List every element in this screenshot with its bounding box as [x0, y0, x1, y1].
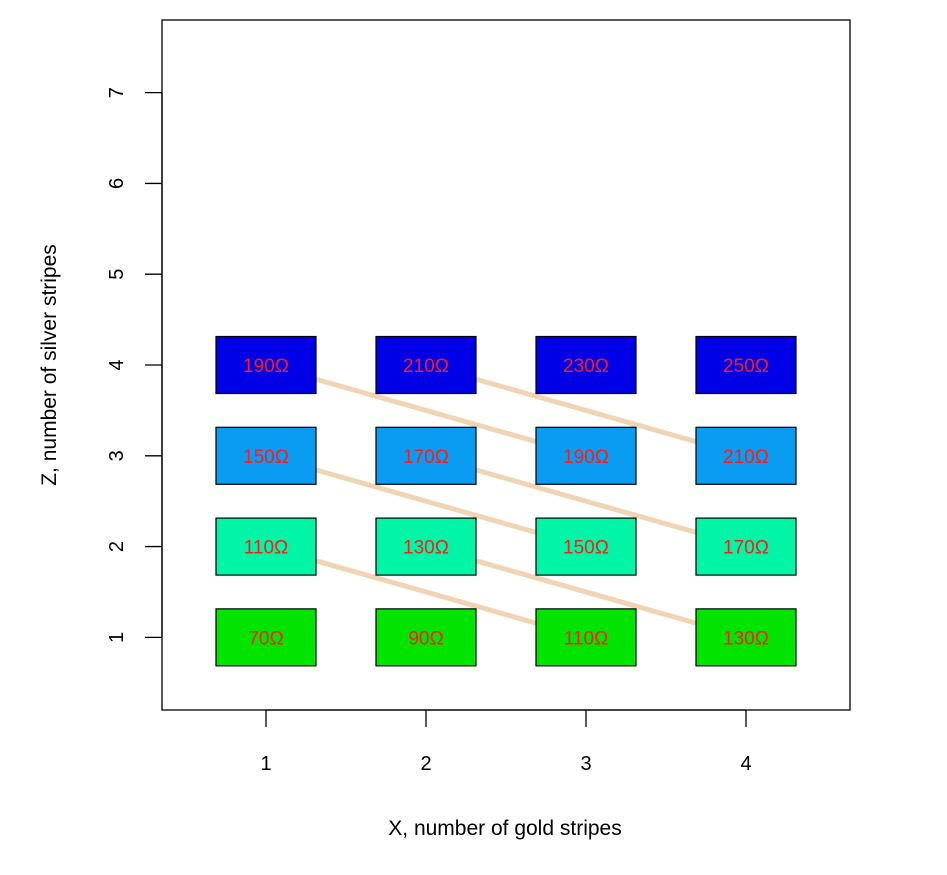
- x-axis: 1 2 3 4: [260, 709, 752, 775]
- connector-line-5: [265, 362, 587, 459]
- y-tick-label-5: 5: [106, 269, 128, 280]
- cell-box-x2-z1: [375, 608, 477, 667]
- x-tick-label-1: 1: [260, 753, 271, 775]
- cell-label-x4-z1: 130Ω: [723, 628, 769, 649]
- cell-label-x4-z3: 210Ω: [723, 447, 769, 468]
- cell-box-x3-z3: [535, 426, 637, 485]
- cell-label-x3-z3: 190Ω: [563, 447, 609, 468]
- x-axis-title: X, number of gold stripes: [388, 817, 621, 840]
- cell-box-x1-z2: [215, 517, 317, 576]
- cell-label-x1-z4: 190Ω: [243, 356, 289, 377]
- cell-box-x1-z3: [215, 426, 317, 485]
- cell-box-x4-z3: [695, 426, 797, 485]
- y-tick-label-7: 7: [106, 87, 128, 98]
- connector-line-2: [425, 544, 747, 640]
- cell-box-x2-z4: [375, 335, 477, 395]
- cell-label-x2-z2: 130Ω: [403, 538, 449, 559]
- cell-label-x3-z4: 230Ω: [563, 356, 609, 377]
- connector-line-3: [265, 453, 587, 549]
- y-tick-label-1: 1: [106, 632, 128, 643]
- cell-label-x2-z3: 170Ω: [403, 447, 449, 468]
- cell-label-x2-z1: 90Ω: [408, 628, 443, 649]
- y-tick-label-3: 3: [106, 450, 128, 461]
- cell-box-x1-z4: [215, 335, 317, 395]
- cell-box-x3-z2: [535, 517, 637, 576]
- cell-box-x3-z1: [535, 608, 637, 667]
- cells-layer: 70Ω 90Ω 110Ω 130Ω 110Ω 130Ω 150Ω 170Ω 150Ω 170Ω 19…: [215, 335, 797, 667]
- cell-label-x4-z4: 250Ω: [723, 356, 769, 377]
- connectors-layer: [265, 362, 747, 640]
- cell-label-x3-z1: 110Ω: [564, 628, 609, 649]
- cell-box-x2-z2: [375, 517, 477, 576]
- cell-box-x1-z1: [215, 608, 317, 667]
- cell-label-x1-z2: 110Ω: [244, 538, 289, 559]
- cell-box-x3-z4: [535, 335, 637, 395]
- x-tick-label-3: 3: [580, 753, 591, 775]
- cell-label-x3-z2: 150Ω: [563, 538, 609, 559]
- connector-line-1: [265, 544, 587, 640]
- cell-label-x2-z4: 210Ω: [403, 356, 449, 377]
- cell-box-x4-z4: [695, 335, 797, 395]
- cell-label-x1-z3: 150Ω: [243, 447, 289, 468]
- x-tick-label-2: 2: [420, 753, 431, 775]
- x-tick-label-4: 4: [740, 753, 751, 775]
- cell-box-x2-z3: [375, 426, 477, 485]
- y-tick-label-6: 6: [106, 178, 128, 189]
- connector-line-4: [425, 453, 747, 549]
- y-tick-label-2: 2: [106, 541, 128, 552]
- cell-label-x4-z2: 170Ω: [723, 538, 769, 559]
- y-tick-label-4: 4: [106, 359, 128, 370]
- y-axis: 1 2 3 4 5 6 7: [106, 87, 163, 643]
- cell-box-x4-z1: [695, 608, 797, 667]
- cell-label-x1-z1: 70Ω: [248, 628, 283, 649]
- y-axis-title: Z, number of silver stripes: [38, 244, 61, 486]
- cell-box-x4-z2: [695, 517, 797, 576]
- connector-line-6: [425, 362, 747, 459]
